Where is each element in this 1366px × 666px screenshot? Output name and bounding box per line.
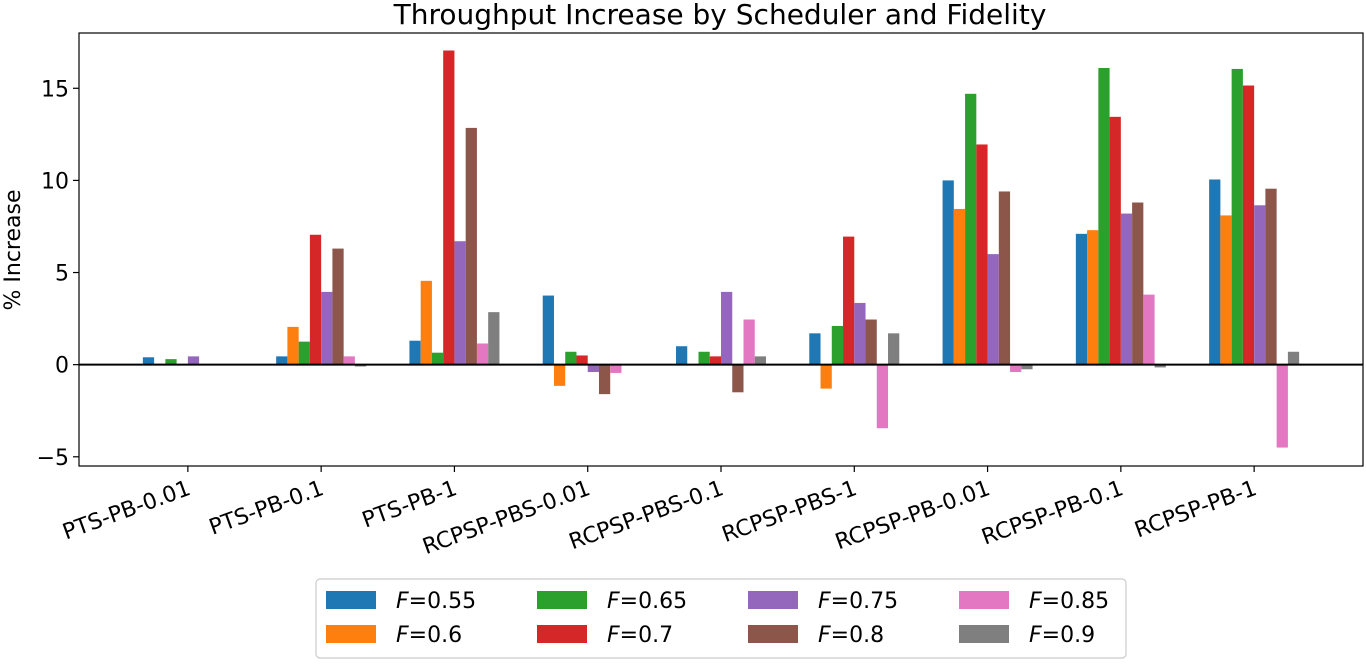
- bar: [877, 365, 888, 429]
- bar: [1143, 295, 1154, 365]
- bar: [299, 342, 310, 365]
- legend-label: F=0.75: [818, 589, 898, 614]
- x-tick-label: PTS-PB-0.01: [60, 476, 194, 545]
- y-axis-label: % Increase: [1, 190, 26, 311]
- legend-label: F=0.8: [818, 623, 884, 648]
- x-tick-label: RCPSP-PB-0.01: [832, 476, 994, 555]
- bar: [565, 352, 576, 365]
- legend-label: F=0.65: [607, 589, 687, 614]
- bar: [1010, 365, 1021, 372]
- bar: [854, 303, 865, 365]
- bar: [832, 326, 843, 365]
- legend-swatch: [748, 625, 798, 643]
- bar: [676, 346, 687, 364]
- legend-swatch: [326, 591, 376, 609]
- bar: [409, 341, 420, 365]
- bar: [965, 94, 976, 365]
- bar: [188, 356, 199, 364]
- legend-label: F=0.6: [396, 623, 462, 648]
- bar: [321, 292, 332, 365]
- legend-label: F=0.7: [607, 623, 673, 648]
- bar: [1265, 189, 1276, 365]
- bar: [809, 333, 820, 364]
- legend-swatch: [326, 625, 376, 643]
- bar: [610, 365, 621, 373]
- bar: [943, 180, 954, 364]
- bar: [1098, 68, 1109, 365]
- bar: [466, 128, 477, 365]
- legend-swatch: [959, 591, 1009, 609]
- bar: [310, 235, 321, 365]
- bar: [554, 365, 565, 386]
- bar: [143, 357, 154, 364]
- bar: [954, 209, 965, 365]
- bar: [488, 312, 499, 365]
- x-tick-label: RCPSP-PB-1: [1132, 476, 1261, 543]
- y-tick-label: 0: [55, 354, 69, 379]
- chart-title: Throughput Increase by Scheduler and Fid…: [393, 0, 1047, 31]
- bar: [332, 249, 343, 365]
- legend-swatch: [959, 625, 1009, 643]
- legend-swatch: [537, 591, 587, 609]
- legend-label: F=0.55: [396, 589, 476, 614]
- bar: [744, 320, 755, 365]
- bar: [888, 333, 899, 364]
- bar: [432, 353, 443, 365]
- bar: [732, 365, 743, 393]
- bar: [866, 320, 877, 365]
- bar: [1254, 205, 1265, 364]
- bar: [477, 343, 488, 364]
- bar: [1076, 234, 1087, 365]
- x-tick-label: PTS-PB-0.1: [206, 476, 327, 541]
- y-tick-label: 10: [41, 169, 69, 194]
- bar: [843, 237, 854, 365]
- bar: [1288, 352, 1299, 365]
- bar: [454, 241, 465, 364]
- legend-swatch: [748, 591, 798, 609]
- bar: [1087, 230, 1098, 365]
- bar: [344, 356, 355, 364]
- bar: [576, 355, 587, 364]
- bar: [721, 292, 732, 365]
- legend: F=0.55 F=0.6 F=0.65 F=0.7 F=0.75 F=0.8 F=0.85 F…: [316, 579, 1126, 658]
- bar: [287, 327, 298, 365]
- bar: [421, 281, 432, 365]
- x-tick-label: PTS-PB-1: [359, 476, 460, 533]
- y-tick-label: 5: [55, 262, 69, 287]
- x-tick-label: RCPSP-PBS-0.1: [566, 476, 727, 555]
- bar: [1121, 214, 1132, 365]
- bar: [755, 356, 766, 364]
- y-tick-label: 15: [41, 77, 69, 102]
- legend-label: F=0.85: [1029, 589, 1109, 614]
- bar: [588, 365, 599, 372]
- bar: [1277, 365, 1288, 448]
- bars-group: [143, 51, 1299, 448]
- bar: [821, 365, 832, 389]
- bar: [1209, 179, 1220, 364]
- bar: [1220, 215, 1231, 364]
- bar: [543, 296, 554, 365]
- bar: [710, 356, 721, 364]
- bar: [1132, 203, 1143, 365]
- bar: [988, 254, 999, 365]
- bar: [999, 191, 1010, 364]
- x-tick-label: RCPSP-PB-0.1: [979, 476, 1127, 550]
- plot-frame: [79, 33, 1363, 466]
- bar: [1110, 117, 1121, 365]
- y-tick-label: −5: [37, 446, 69, 471]
- bar: [699, 352, 710, 365]
- legend-swatch: [537, 625, 587, 643]
- bar: [1232, 69, 1243, 365]
- bar: [443, 51, 454, 365]
- legend-label: F=0.9: [1029, 623, 1095, 648]
- bar: [1243, 86, 1254, 365]
- bar: [276, 356, 287, 364]
- bar: [976, 144, 987, 364]
- bar: [599, 365, 610, 394]
